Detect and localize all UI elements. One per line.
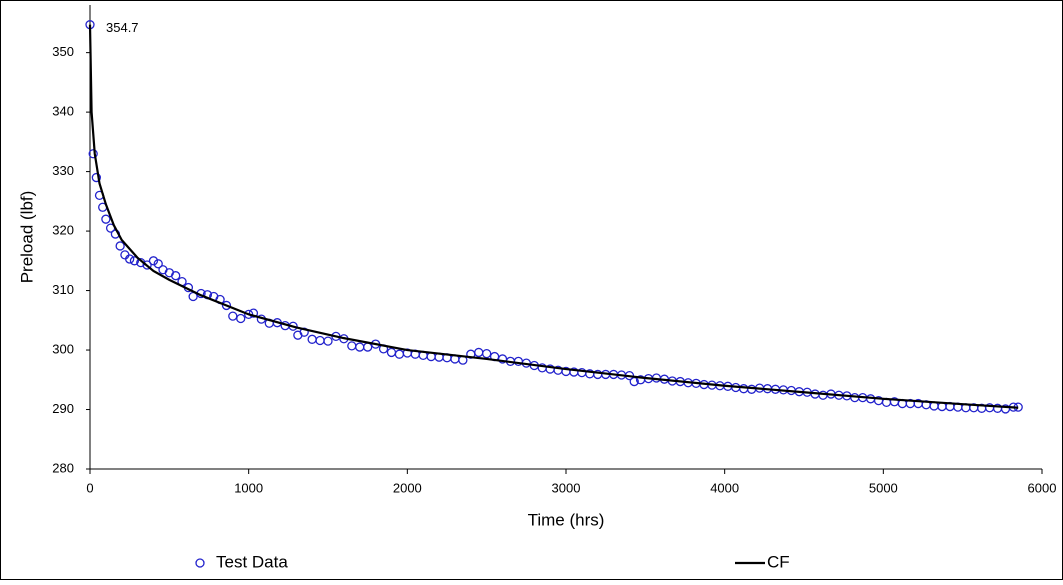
data-point: [248, 308, 259, 318]
y-tick-label: 300: [52, 341, 74, 356]
data-point: [125, 254, 135, 264]
data-point: [142, 260, 152, 270]
data-point: [88, 149, 98, 159]
y-tick-label: 310: [52, 282, 74, 297]
data-point: [129, 256, 140, 266]
x-tick-label: 3000: [552, 480, 581, 495]
y-axis-title: Preload (lbf): [17, 191, 36, 284]
data-point: [148, 256, 159, 266]
data-label: 354.7: [106, 20, 139, 35]
data-point: [91, 172, 101, 183]
x-tick-label: 5000: [869, 480, 898, 495]
fit-line: [88, 24, 1019, 409]
data-point: [153, 259, 163, 269]
data-point: [236, 313, 246, 324]
y-tick-label: 340: [52, 104, 74, 119]
data-point: [171, 271, 181, 281]
y-tick-label: 320: [52, 223, 74, 238]
x-tick-label: 1000: [234, 480, 263, 495]
legend-label: Test Data: [216, 552, 288, 571]
y-tick-label: 330: [52, 163, 74, 178]
data-point: [101, 214, 111, 224]
x-tick-label: 0: [86, 480, 93, 495]
x-tick-label: 2000: [393, 480, 422, 495]
legend-marker: [195, 558, 205, 568]
data-point: [221, 300, 232, 311]
data-point: [482, 348, 492, 359]
data-point: [115, 241, 125, 251]
y-tick-label: 350: [52, 44, 74, 59]
legend-label: CF: [767, 552, 790, 571]
y-tick-label: 280: [52, 460, 74, 475]
y-tick-label: 290: [52, 401, 74, 416]
x-tick-label: 6000: [1028, 480, 1057, 495]
x-tick-label: 4000: [710, 480, 739, 495]
x-axis-title: Time (hrs): [528, 510, 605, 529]
data-point: [323, 336, 333, 346]
